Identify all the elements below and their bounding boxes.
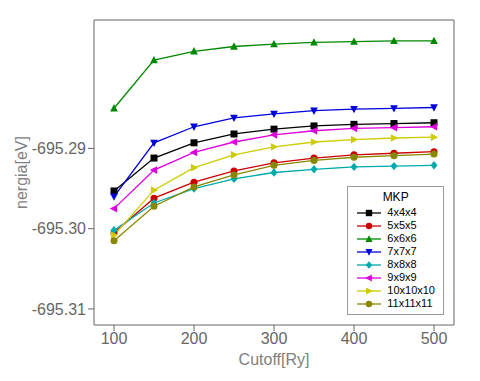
svg-text:-695.31: -695.31 xyxy=(32,301,86,318)
svg-text:200: 200 xyxy=(181,330,208,347)
html-text:4x4x4: 4x4x4 xyxy=(387,206,417,218)
html-text:8x8x8: 8x8x8 xyxy=(387,258,417,270)
html-text:MKP: MKP xyxy=(382,190,409,204)
html-text:7x7x7: 7x7x7 xyxy=(387,245,417,257)
svg-text:nergia[eV]: nergia[eV] xyxy=(13,136,30,209)
svg-text:400: 400 xyxy=(341,330,368,347)
svg-text:300: 300 xyxy=(261,330,288,347)
svg-text:Cutoff[Ry]: Cutoff[Ry] xyxy=(239,351,310,368)
svg-text:-695.30: -695.30 xyxy=(32,220,86,237)
html-text:9x9x9: 9x9x9 xyxy=(387,271,417,283)
svg-text:500: 500 xyxy=(421,330,448,347)
html-text:11x11x11: 11x11x11 xyxy=(387,297,433,309)
html-text:6x6x6: 6x6x6 xyxy=(387,232,417,244)
html-text:5x5x5: 5x5x5 xyxy=(387,219,417,231)
html-text:10x10x10: 10x10x10 xyxy=(387,284,435,296)
svg-text:-695.29: -695.29 xyxy=(32,140,86,157)
svg-text:100: 100 xyxy=(101,330,128,347)
